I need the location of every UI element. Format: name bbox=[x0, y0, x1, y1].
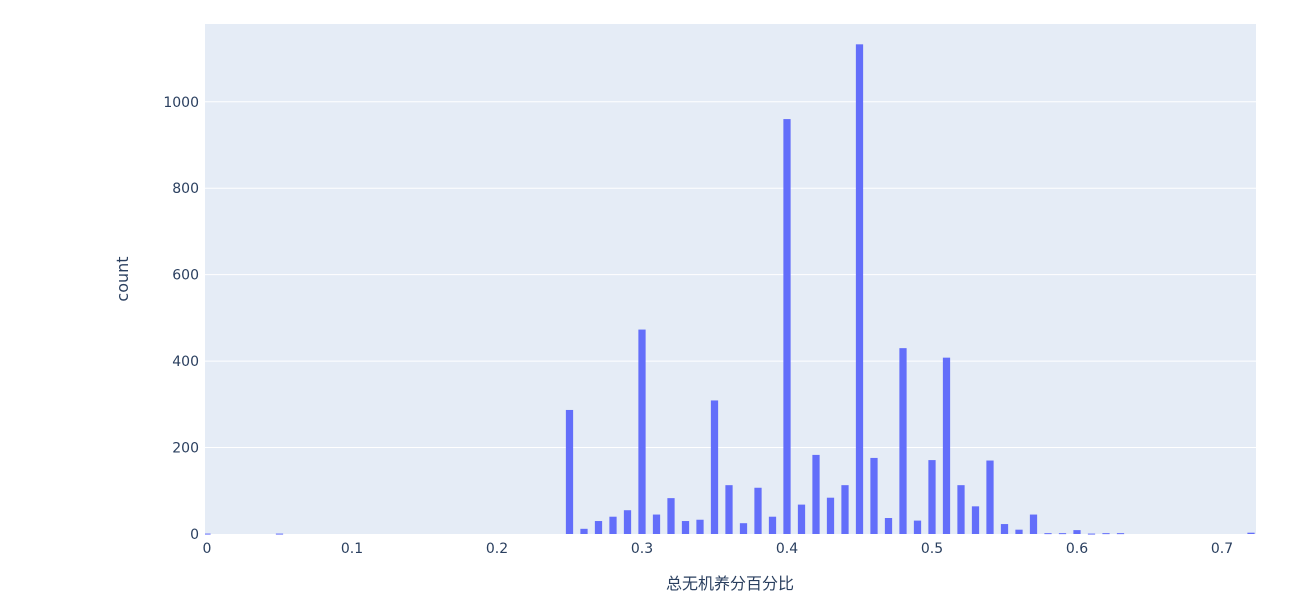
x-tick-label: 0.5 bbox=[921, 541, 943, 557]
bar bbox=[942, 357, 951, 534]
bar bbox=[1044, 533, 1052, 535]
bar bbox=[870, 457, 878, 534]
bars bbox=[205, 44, 1255, 535]
x-tick-label: 0.2 bbox=[486, 541, 508, 557]
y-tick-label: 600 bbox=[172, 268, 199, 284]
bar bbox=[1058, 533, 1067, 535]
bar bbox=[565, 409, 574, 534]
bar bbox=[899, 348, 907, 534]
x-tick-label: 0.7 bbox=[1211, 541, 1233, 557]
y-tick-label: 1000 bbox=[163, 95, 199, 111]
bar bbox=[812, 454, 820, 534]
bar bbox=[797, 504, 806, 534]
bar bbox=[739, 523, 748, 534]
bar bbox=[710, 400, 719, 534]
bar bbox=[275, 533, 284, 535]
bar bbox=[986, 460, 994, 534]
bar bbox=[205, 533, 211, 535]
bar bbox=[783, 119, 791, 534]
bar bbox=[1029, 514, 1038, 534]
x-tick-label: 0.4 bbox=[776, 541, 798, 557]
bar bbox=[913, 520, 922, 534]
bar bbox=[1073, 530, 1081, 534]
x-tick-label: 0.6 bbox=[1066, 541, 1088, 557]
bar bbox=[754, 487, 762, 534]
y-axis-ticks: 0 200 400 600 800 1000 bbox=[163, 95, 199, 543]
bar bbox=[609, 516, 617, 534]
x-tick-label: 0.3 bbox=[631, 541, 653, 557]
bar bbox=[826, 497, 835, 534]
bar bbox=[623, 510, 632, 534]
bar bbox=[928, 460, 936, 534]
x-tick-label: 0 bbox=[203, 541, 212, 557]
bar bbox=[855, 44, 864, 534]
bar bbox=[681, 521, 690, 534]
bar bbox=[667, 498, 675, 534]
bar bbox=[580, 528, 588, 534]
bar bbox=[884, 518, 893, 534]
bar bbox=[638, 329, 646, 534]
bar bbox=[957, 485, 965, 534]
y-tick-label: 400 bbox=[172, 354, 199, 370]
bar bbox=[1102, 533, 1110, 535]
bar bbox=[1000, 524, 1009, 534]
plot-background bbox=[205, 24, 1256, 534]
x-tick-label: 0.1 bbox=[341, 541, 363, 557]
bar bbox=[971, 506, 980, 534]
x-axis-ticks: 0 0.1 0.2 0.3 0.4 0.5 0.6 0.7 bbox=[203, 541, 1234, 557]
bar bbox=[652, 514, 661, 534]
y-tick-label: 800 bbox=[172, 181, 199, 197]
x-axis-title: 总无机养分百分比 bbox=[666, 574, 794, 593]
y-tick-label: 0 bbox=[190, 527, 199, 543]
y-axis-title: count bbox=[113, 256, 132, 301]
bar bbox=[1015, 529, 1023, 534]
bar bbox=[1116, 533, 1125, 535]
bar bbox=[1087, 533, 1096, 535]
gridlines bbox=[205, 101, 1256, 449]
bar bbox=[696, 519, 704, 534]
bar bbox=[725, 485, 733, 534]
bar bbox=[841, 485, 849, 534]
y-tick-label: 200 bbox=[172, 441, 199, 457]
bar bbox=[1247, 532, 1255, 534]
bar bbox=[594, 521, 603, 534]
bar bbox=[768, 516, 777, 534]
